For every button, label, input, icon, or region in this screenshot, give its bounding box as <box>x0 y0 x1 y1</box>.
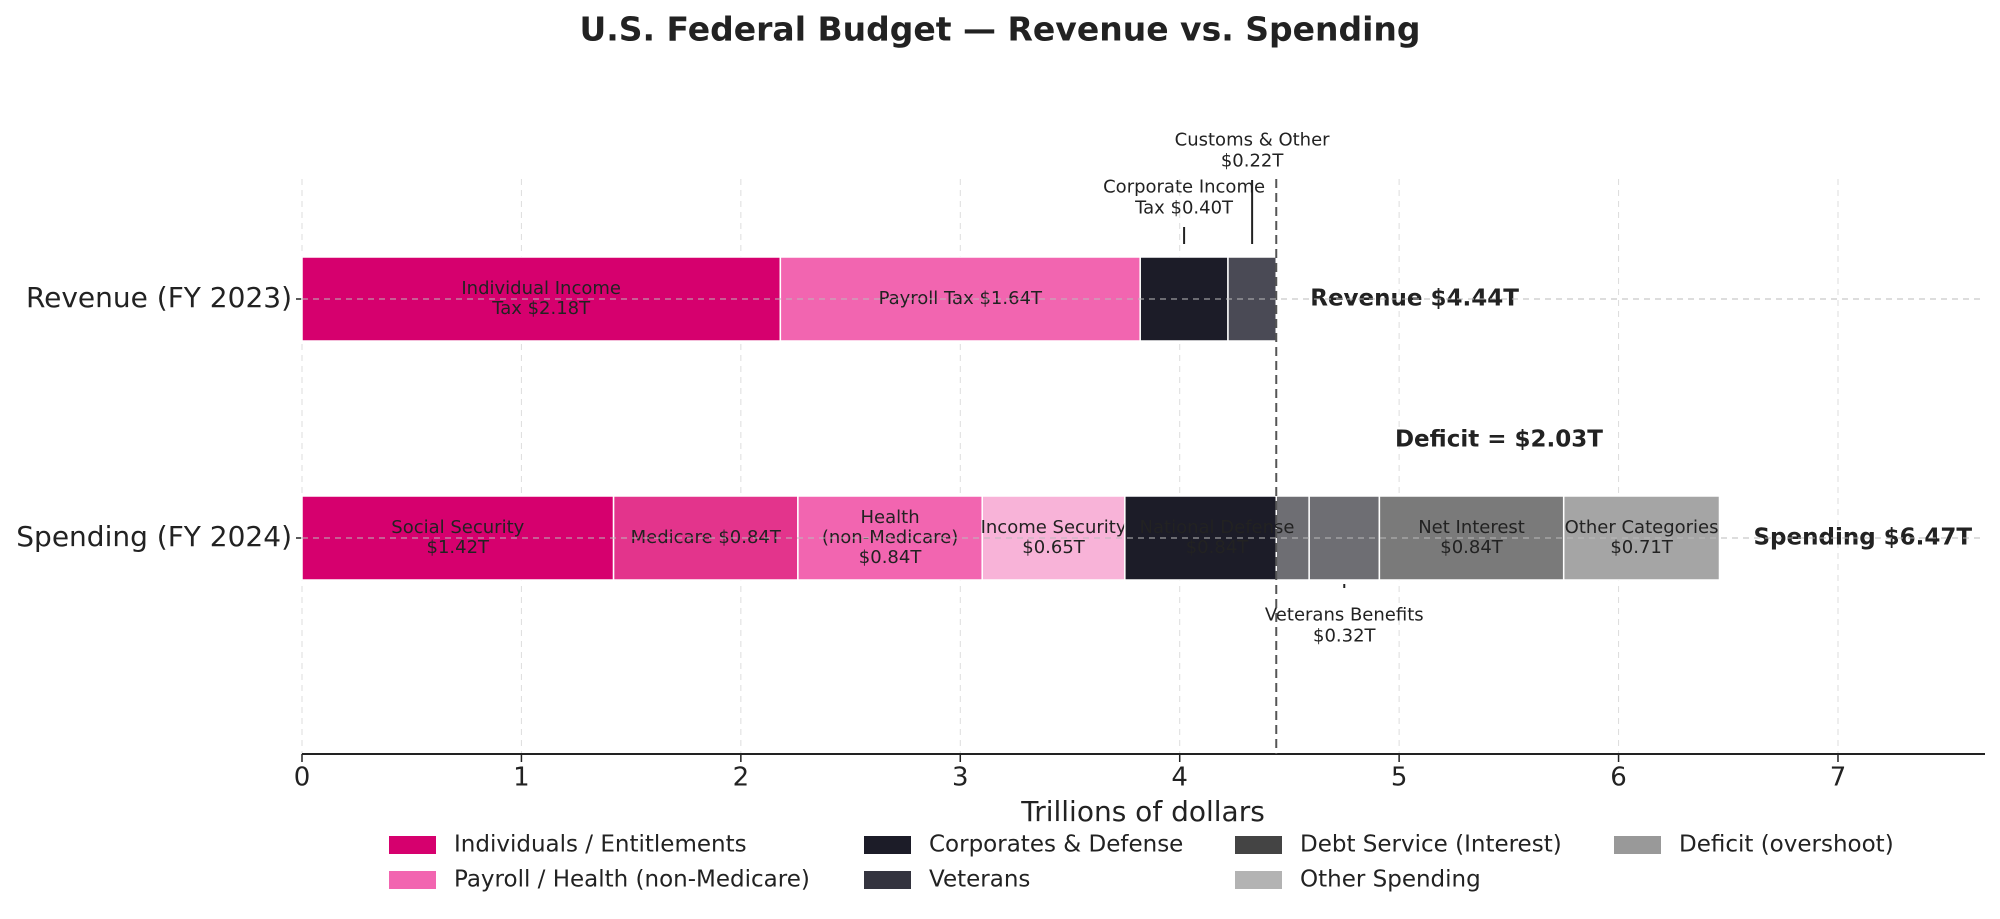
legend-label: Corporates & Defense <box>929 832 1183 858</box>
segment-label: Corporate Income Tax $0.40T <box>1103 177 1265 219</box>
x-tick-label: 4 <box>1171 763 1188 793</box>
legend: Individuals / Entitlements Payroll / Heal… <box>389 832 1894 893</box>
segment-label: Net Interest $0.84T <box>1418 517 1525 558</box>
x-axis-label: Trillions of dollars <box>1020 795 1265 828</box>
segment-label: National Defense $0.84T <box>1140 517 1295 558</box>
deficit-label: Deficit = $2.03T <box>1395 427 1603 453</box>
x-tick-label: 5 <box>1391 763 1408 793</box>
legend-label: Individuals / Entitlements <box>454 832 747 858</box>
x-tick-label: 0 <box>294 763 311 793</box>
bar-segment <box>1227 256 1278 342</box>
segment-label: Other Categories $0.71T <box>1565 517 1719 558</box>
chart-title: U.S. Federal Budget — Revenue vs. Spendi… <box>579 10 1420 49</box>
segment-label: Payroll Tax $1.64T <box>879 288 1043 309</box>
legend-label: Deficit (overshoot) <box>1679 832 1894 858</box>
bar-segment <box>1308 495 1381 581</box>
segment-label: Veterans Benefits $0.32T <box>1265 605 1424 647</box>
segment-label: Social Security $1.42T <box>391 517 524 558</box>
x-tick-label: 2 <box>733 763 750 793</box>
legend-swatch <box>1235 836 1282 854</box>
y-tick-label: Spending (FY 2024) <box>16 520 292 553</box>
x-tick-label: 6 <box>1610 763 1627 793</box>
y-tick-label: Revenue (FY 2023) <box>26 281 292 314</box>
legend-swatch <box>1235 871 1282 889</box>
legend-label: Veterans <box>929 867 1030 893</box>
legend-label: Other Spending <box>1300 867 1481 893</box>
segment-label: Individual Income Tax $2.18T <box>461 278 621 319</box>
x-tick-label: 3 <box>952 763 969 793</box>
legend-swatch <box>389 836 436 854</box>
legend-label: Debt Service (Interest) <box>1300 832 1562 858</box>
legend-label: Payroll / Health (non-Medicare) <box>454 867 810 893</box>
x-tick-label: 7 <box>1830 763 1847 793</box>
legend-swatch <box>864 871 911 889</box>
legend-swatch <box>864 836 911 854</box>
legend-swatch <box>389 871 436 889</box>
segment-label: Medicare $0.84T <box>631 527 782 548</box>
segment-label: Customs & Other $0.22T <box>1175 130 1331 172</box>
segment-label: Income Security $0.65T <box>981 517 1127 558</box>
x-tick-label: 1 <box>513 763 530 793</box>
legend-swatch <box>1614 836 1661 854</box>
total-label: Spending $6.47T <box>1753 525 1972 551</box>
